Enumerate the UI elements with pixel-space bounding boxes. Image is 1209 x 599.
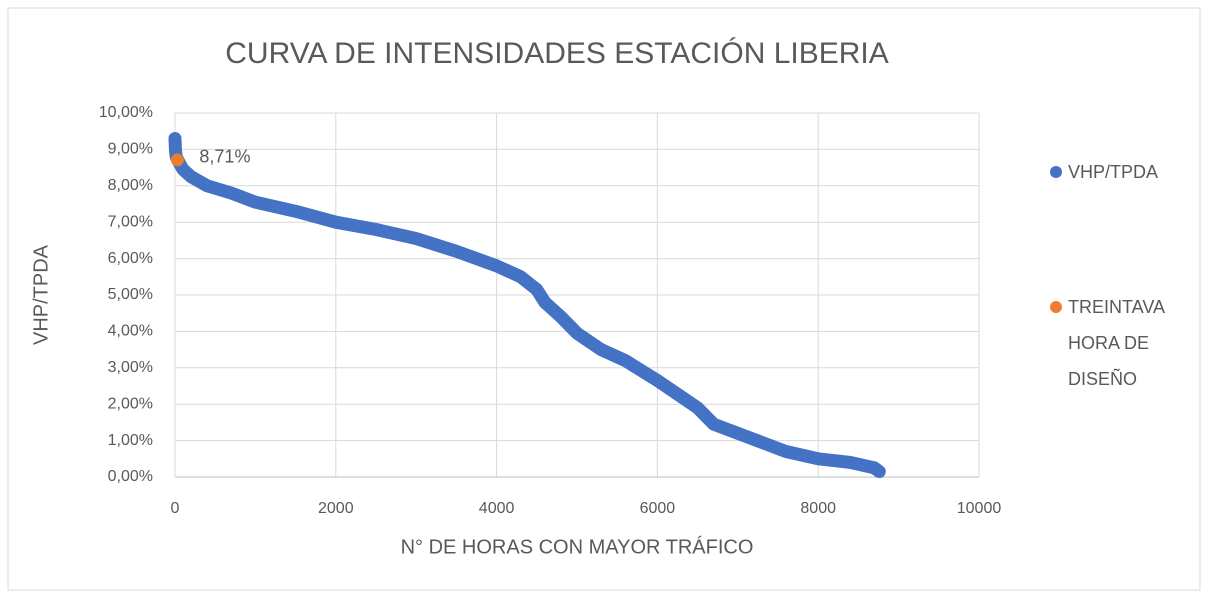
chart-border — [7, 7, 1201, 591]
legend-label: VHP/TPDA — [1068, 162, 1159, 182]
x-tick-label: 2000 — [318, 500, 354, 517]
y-tick-label: 2,00% — [108, 395, 153, 412]
y-tick-label: 6,00% — [108, 250, 153, 267]
y-tick-label: 7,00% — [108, 213, 153, 230]
legend-marker — [1050, 166, 1062, 178]
chart-title: CURVA DE INTENSIDADES ESTACIÓN LIBERIA — [225, 37, 889, 70]
y-tick-label: 5,00% — [108, 286, 153, 303]
x-tick-label: 6000 — [640, 500, 676, 517]
legend-marker — [1050, 301, 1062, 313]
x-axis-label: N° DE HORAS CON MAYOR TRÁFICO — [401, 535, 754, 558]
data-label: 8,71% — [199, 147, 250, 167]
y-tick-label: 4,00% — [108, 323, 153, 340]
y-tick-label: 1,00% — [108, 432, 153, 449]
y-tick-label: 3,00% — [108, 359, 153, 376]
x-tick-label: 8000 — [800, 500, 836, 517]
y-tick-label: 8,00% — [108, 177, 153, 194]
data-curve — [168, 131, 886, 479]
point — [170, 153, 184, 167]
x-tick-label: 0 — [171, 500, 180, 517]
legend-label: TREINTAVA HORA DE DISEÑO — [1068, 297, 1165, 389]
y-tick-label: 9,00% — [108, 141, 153, 158]
x-tick-label: 4000 — [479, 500, 515, 517]
y-tick-label: 0,00% — [108, 468, 153, 485]
y-tick-label: 10,00% — [99, 104, 153, 121]
x-tick-label: 10000 — [957, 500, 1002, 517]
y-axis-label: VHP/TPDA — [30, 244, 52, 345]
